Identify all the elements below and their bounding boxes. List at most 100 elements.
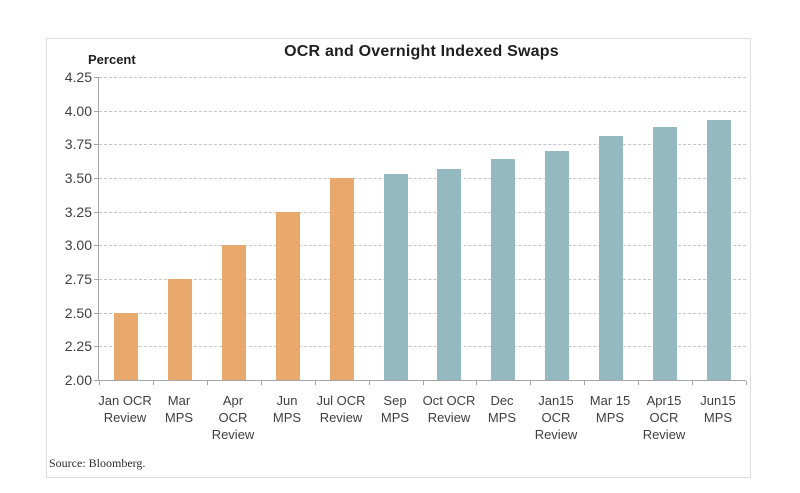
bar bbox=[222, 245, 246, 380]
bar bbox=[114, 313, 138, 380]
x-axis-label-line: Review bbox=[211, 427, 255, 442]
x-axis-label: Apr OCR Review bbox=[206, 392, 260, 443]
gridline bbox=[99, 77, 746, 78]
x-axis-label-line: Oct OCR bbox=[422, 393, 476, 408]
bar bbox=[330, 178, 354, 380]
x-tick bbox=[423, 381, 424, 385]
x-tick bbox=[638, 381, 639, 385]
x-axis-label: Sep MPS bbox=[368, 392, 422, 426]
gridline bbox=[99, 212, 746, 213]
x-axis-label-line: Mar 15 bbox=[589, 393, 631, 408]
y-tick bbox=[94, 144, 99, 145]
y-axis-label: 3.00 bbox=[64, 237, 92, 253]
y-tick bbox=[94, 279, 99, 280]
x-axis-label-line: Apr bbox=[222, 393, 244, 408]
y-tick bbox=[94, 245, 99, 246]
y-axis-label: 3.25 bbox=[64, 204, 92, 220]
x-tick bbox=[153, 381, 154, 385]
y-tick bbox=[94, 178, 99, 179]
gridline bbox=[99, 245, 746, 246]
y-tick bbox=[94, 346, 99, 347]
x-axis-label-line: MPS bbox=[164, 410, 194, 425]
bar bbox=[384, 174, 408, 380]
gridline bbox=[99, 111, 746, 112]
x-axis-label-line: MPS bbox=[703, 410, 733, 425]
x-axis-label-line: Jun15 bbox=[700, 393, 736, 408]
y-axis-label: 2.00 bbox=[64, 372, 92, 388]
y-axis-label: 3.75 bbox=[64, 136, 92, 152]
y-axis-labels: 4.25 4.00 3.75 3.50 3.25 3.00 2.75 2.50 2.25 2.00 bbox=[40, 69, 92, 388]
x-axis-label-line: Review bbox=[103, 410, 147, 425]
x-axis-label: Jun MPS bbox=[260, 392, 314, 426]
x-axis-label-line: MPS bbox=[487, 410, 517, 425]
x-axis-label-line: Apr15 bbox=[646, 393, 682, 408]
plot-area bbox=[94, 77, 747, 385]
x-axis-label: Mar MPS bbox=[152, 392, 206, 426]
bar bbox=[707, 120, 731, 380]
x-axis-label-line: OCR bbox=[649, 410, 679, 425]
y-axis-label: 4.00 bbox=[64, 103, 92, 119]
x-tick bbox=[261, 381, 262, 385]
x-axis-label-line: Jul OCR bbox=[316, 393, 366, 408]
x-axis-label-line: Review bbox=[534, 427, 578, 442]
x-axis-label: Mar 15 MPS bbox=[583, 392, 637, 426]
x-axis-label-line: MPS bbox=[380, 410, 410, 425]
x-axis-labels: Jan OCR Review Mar MPS Apr OCR Review Jun MPS Jul… bbox=[98, 392, 745, 458]
x-axis-label-line: OCR bbox=[541, 410, 571, 425]
y-axis-label: 3.50 bbox=[64, 170, 92, 186]
y-axis-label: 2.75 bbox=[64, 271, 92, 287]
x-axis-label-line: Jan OCR bbox=[98, 393, 152, 408]
bar bbox=[653, 127, 677, 380]
y-axis-title: Percent bbox=[88, 52, 136, 67]
source-note: Source: Bloomberg. bbox=[49, 456, 146, 470]
x-axis-label-line: Mar bbox=[167, 393, 191, 408]
x-axis-label-line: Dec bbox=[490, 393, 514, 408]
y-tick bbox=[94, 77, 99, 78]
x-tick bbox=[315, 381, 316, 385]
x-tick bbox=[476, 381, 477, 385]
x-tick bbox=[207, 381, 208, 385]
y-tick bbox=[94, 111, 99, 112]
bar bbox=[491, 159, 515, 380]
gridline bbox=[99, 178, 746, 179]
bar bbox=[437, 169, 461, 380]
x-axis-label-line: Review bbox=[427, 410, 471, 425]
x-tick bbox=[692, 381, 693, 385]
y-tick bbox=[94, 380, 99, 381]
gridline bbox=[99, 346, 746, 347]
bar bbox=[599, 136, 623, 380]
gridline bbox=[99, 279, 746, 280]
x-axis-label: Jun15 MPS bbox=[691, 392, 745, 426]
x-axis-label-line: Review bbox=[319, 410, 363, 425]
x-axis-label: Dec MPS bbox=[475, 392, 529, 426]
y-axis-label: 2.50 bbox=[64, 305, 92, 321]
x-axis-label: Jul OCR Review bbox=[314, 392, 368, 426]
y-tick bbox=[94, 313, 99, 314]
x-axis-label: Jan OCR Review bbox=[98, 392, 152, 426]
x-axis-label-line: OCR bbox=[218, 410, 248, 425]
x-tick bbox=[584, 381, 585, 385]
x-axis-label-line: Jun bbox=[276, 393, 298, 408]
x-tick bbox=[530, 381, 531, 385]
chart-title: OCR and Overnight Indexed Swaps bbox=[284, 43, 559, 60]
y-tick bbox=[94, 212, 99, 213]
x-tick bbox=[369, 381, 370, 385]
x-axis-label: Oct OCR Review bbox=[422, 392, 476, 426]
x-axis-label: Jan15 OCR Review bbox=[529, 392, 583, 443]
x-axis-label-line: MPS bbox=[595, 410, 625, 425]
x-axis-label-line: Review bbox=[642, 427, 686, 442]
y-axis-label: 2.25 bbox=[64, 338, 92, 354]
x-axis-label-line: Sep bbox=[383, 393, 407, 408]
gridline bbox=[99, 144, 746, 145]
y-axis-label: 4.25 bbox=[64, 69, 92, 85]
x-tick bbox=[99, 381, 100, 385]
x-axis-label: Apr15 OCR Review bbox=[637, 392, 691, 443]
x-axis-label-line: Jan15 bbox=[538, 393, 574, 408]
bar bbox=[545, 151, 569, 380]
x-tick bbox=[746, 381, 747, 385]
bar bbox=[276, 212, 300, 380]
x-axis-label-line: MPS bbox=[272, 410, 302, 425]
gridline bbox=[99, 313, 746, 314]
bar bbox=[168, 279, 192, 380]
